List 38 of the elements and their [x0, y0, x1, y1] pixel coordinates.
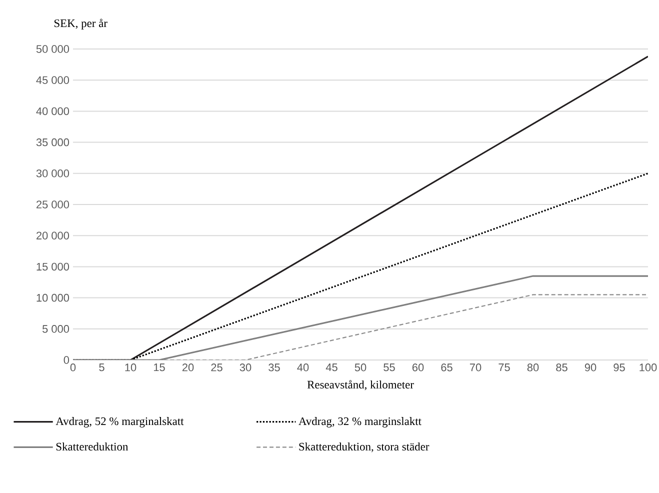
- y-tick-label: 45 000: [36, 76, 70, 84]
- y-tick-label: 40 000: [36, 107, 70, 116]
- y-tick-label: 30 000: [36, 170, 70, 178]
- legend-label: Skattereduktion: [56, 442, 128, 451]
- x-tick-label: 95: [614, 364, 625, 372]
- x-tick-label: 10: [125, 364, 136, 372]
- y-tick-label: 35 000: [36, 138, 70, 146]
- x-tick-label: 55: [384, 364, 395, 372]
- x-tick-label: 20: [182, 364, 194, 372]
- x-tick-label: 60: [412, 364, 424, 372]
- legend-label: Avdrag, 52 % marginalskatt: [56, 417, 184, 428]
- x-tick-label: 40: [297, 364, 309, 372]
- x-tick-label: 30: [240, 364, 252, 372]
- y-tick-label: 15 000: [36, 262, 70, 271]
- x-tick-label: 25: [211, 364, 222, 372]
- y-axis-title: SEK, per år: [54, 18, 108, 30]
- x-tick-label: 100: [640, 364, 657, 372]
- x-tick-label: 0: [70, 364, 76, 372]
- legend-label: Skattereduktion, stora städer: [299, 442, 430, 452]
- x-tick-label: 70: [470, 364, 482, 372]
- x-tick-label: 15: [154, 364, 165, 372]
- y-tick-label: 0: [64, 356, 70, 364]
- x-tick-label: 50: [354, 364, 366, 372]
- y-tick-label: 25 000: [36, 200, 70, 208]
- x-axis-title: Reseavstånd, kilometer: [307, 380, 414, 390]
- x-tick-label: 45: [326, 364, 338, 372]
- legend-label: Avdrag, 32 % marginslaktt: [298, 417, 422, 428]
- x-tick-label: 35: [268, 364, 280, 372]
- x-tick-label: 5: [99, 364, 104, 372]
- y-tick-label: 5 000: [42, 325, 70, 333]
- y-tick-label: 20 000: [36, 232, 70, 240]
- y-tick-label: 50 000: [36, 45, 70, 53]
- y-tick-label: 10 000: [36, 294, 70, 302]
- x-tick-label: 65: [441, 364, 452, 372]
- x-tick-label: 85: [556, 364, 568, 372]
- x-tick-label: 90: [584, 364, 596, 372]
- x-tick-label: 80: [527, 364, 539, 372]
- x-tick-label: 75: [498, 364, 510, 372]
